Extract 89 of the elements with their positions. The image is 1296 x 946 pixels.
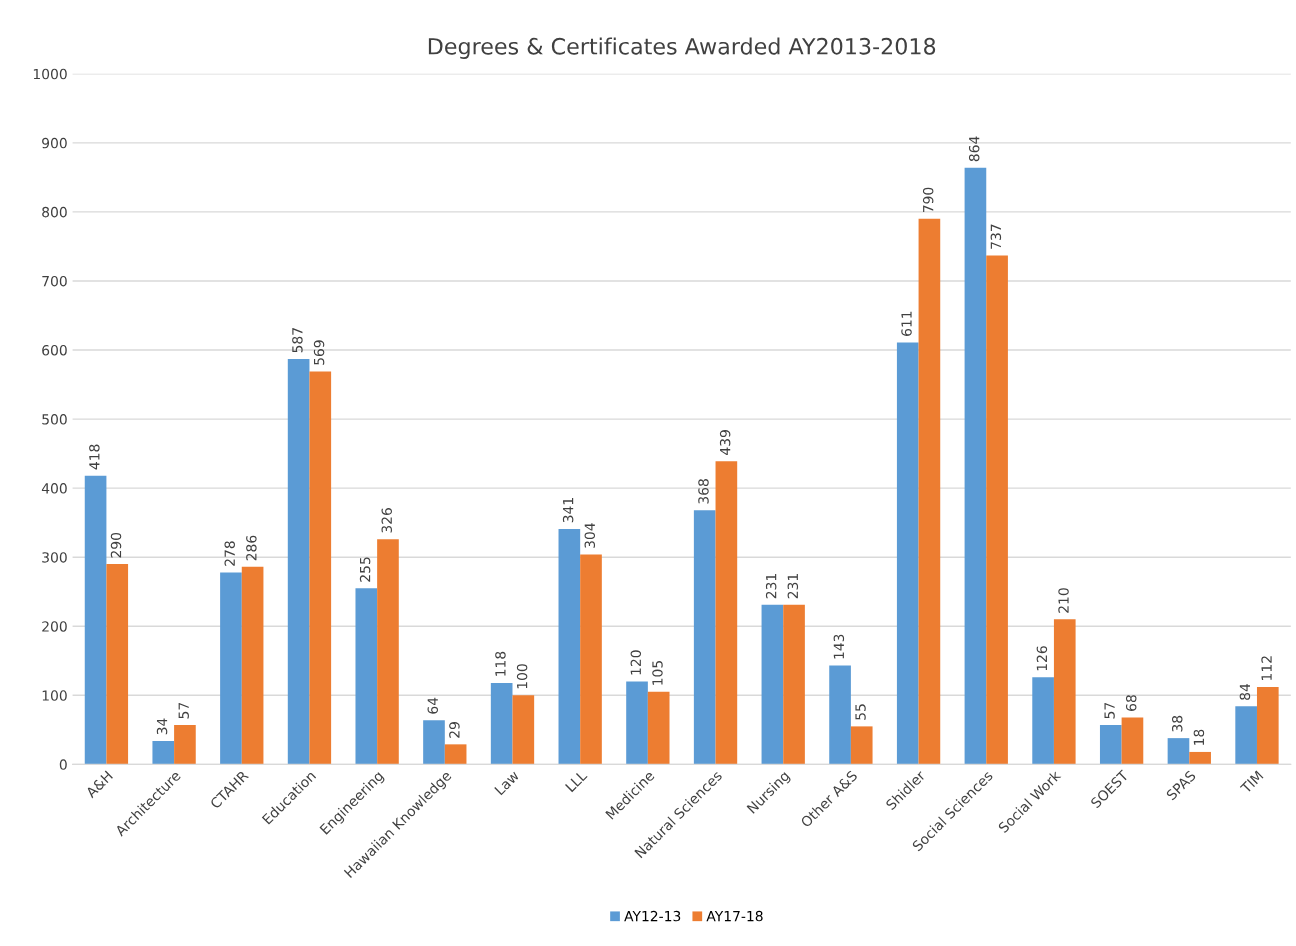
bar xyxy=(896,342,919,765)
bar xyxy=(84,475,107,765)
bar xyxy=(1189,751,1211,765)
bar xyxy=(106,564,129,765)
data-label: 587 xyxy=(292,328,303,353)
y-tick-label: 1000 xyxy=(33,68,67,80)
data-label: 55 xyxy=(855,704,866,720)
legend-label: AY17-18 xyxy=(706,910,763,922)
bar xyxy=(512,695,535,765)
bar xyxy=(626,681,648,765)
data-label: 120 xyxy=(630,650,642,675)
data-label: 290 xyxy=(110,532,122,558)
x-tick-label: LLL xyxy=(565,769,588,793)
bar xyxy=(309,371,332,765)
data-label: 105 xyxy=(652,661,663,685)
bar xyxy=(423,720,445,765)
bar xyxy=(761,604,784,765)
bar xyxy=(715,461,738,765)
y-tick-label: 800 xyxy=(42,206,67,218)
data-label: 368 xyxy=(698,479,709,504)
y-tick-label: 500 xyxy=(42,414,67,425)
data-label: 126 xyxy=(1036,646,1048,671)
bar xyxy=(647,691,670,765)
y-tick-label: 700 xyxy=(42,275,67,287)
data-label: 737 xyxy=(990,224,1002,249)
y-tick-label: 900 xyxy=(42,137,67,149)
bar xyxy=(783,604,805,765)
y-tick-label: 100 xyxy=(42,690,67,701)
data-label: 611 xyxy=(901,311,912,336)
bar xyxy=(986,255,1008,765)
data-label: 326 xyxy=(381,508,392,533)
y-tick-label: 300 xyxy=(42,552,67,563)
y-tick-label: 600 xyxy=(42,344,67,356)
data-label: 231 xyxy=(765,574,777,599)
data-label: 341 xyxy=(562,498,574,523)
data-label: 304 xyxy=(584,523,596,548)
data-label: 418 xyxy=(89,444,100,470)
bar xyxy=(580,554,602,765)
data-label: 143 xyxy=(833,634,845,659)
bar xyxy=(444,744,467,765)
legend-label: AY12-13 xyxy=(624,910,681,922)
data-label: 64 xyxy=(427,697,439,714)
data-label: 68 xyxy=(1125,695,1137,711)
bar xyxy=(174,725,196,765)
data-label: 286 xyxy=(246,535,257,561)
chart-title: Degrees & Certificates Awarded AY2013-2018 xyxy=(428,37,936,59)
bar xyxy=(377,539,399,765)
bar xyxy=(241,566,264,765)
y-tick-label: 400 xyxy=(41,483,67,494)
data-label: 57 xyxy=(178,702,189,719)
bar xyxy=(1032,677,1054,765)
data-label: 231 xyxy=(787,574,799,599)
data-label: 439 xyxy=(719,430,731,455)
bar xyxy=(558,528,581,765)
bar xyxy=(287,359,310,765)
bar xyxy=(1053,619,1076,765)
bar xyxy=(829,665,851,765)
x-tick-label: Law xyxy=(494,769,520,796)
bar xyxy=(220,572,242,765)
bar xyxy=(693,510,716,765)
bar xyxy=(1256,687,1279,765)
data-label: 57 xyxy=(1104,702,1115,719)
bar xyxy=(1167,738,1190,765)
bar xyxy=(1235,706,1257,765)
data-label: 38 xyxy=(1171,715,1183,732)
y-tick-label: 0 xyxy=(59,759,67,770)
data-label: 790 xyxy=(922,187,934,213)
x-tick-label: TIM xyxy=(1239,770,1264,795)
data-label: 278 xyxy=(224,541,235,566)
data-label: 569 xyxy=(313,340,325,365)
data-label: 112 xyxy=(1261,656,1272,680)
bar xyxy=(152,740,175,765)
y-tick-label: 200 xyxy=(42,621,67,632)
data-label: 864 xyxy=(968,136,980,162)
data-label: 100 xyxy=(516,664,528,689)
bar xyxy=(1121,717,1144,765)
bar xyxy=(1099,725,1122,765)
data-label: 210 xyxy=(1058,588,1069,613)
data-label: 18 xyxy=(1193,729,1205,745)
data-label: 34 xyxy=(156,718,168,735)
bar xyxy=(490,682,513,765)
bar xyxy=(964,167,987,765)
data-label: 29 xyxy=(449,722,460,738)
data-label: 118 xyxy=(495,651,506,676)
bar xyxy=(850,726,873,765)
data-label: 255 xyxy=(359,557,371,582)
data-label: 84 xyxy=(1239,683,1251,700)
bar xyxy=(918,218,941,765)
bar xyxy=(355,588,378,765)
